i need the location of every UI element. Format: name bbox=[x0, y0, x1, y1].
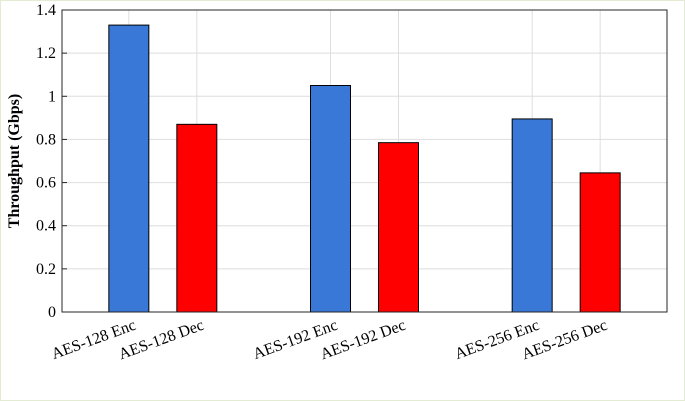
y-tick-label: 1.4 bbox=[36, 2, 56, 19]
y-axis-label: Throughput (Gbps) bbox=[6, 94, 23, 228]
bar-aes-128-enc bbox=[108, 24, 150, 313]
plot-border bbox=[61, 9, 668, 313]
y-tick-label: 0.6 bbox=[36, 175, 56, 192]
grid-lines bbox=[62, 9, 667, 313]
y-tick-label: 1 bbox=[48, 88, 56, 105]
y-tick-label: 1.2 bbox=[36, 45, 56, 62]
bar-aes-256-enc bbox=[511, 118, 553, 313]
bars bbox=[108, 24, 621, 313]
y-ticks: 0 0.2 0.4 0.6 0.8 1 1.2 1.4 bbox=[36, 2, 67, 321]
bar-aes-128-dec bbox=[176, 123, 218, 313]
y-tick-label: 0 bbox=[48, 304, 56, 321]
y-tick-label: 0.4 bbox=[36, 218, 56, 235]
y-tick-label: 0.8 bbox=[36, 131, 56, 148]
bar-aes-192-dec bbox=[378, 142, 419, 313]
y-tick-label: 0.2 bbox=[36, 261, 56, 278]
bar-aes-256-dec bbox=[579, 172, 621, 313]
bar-aes-192-enc bbox=[310, 85, 351, 313]
